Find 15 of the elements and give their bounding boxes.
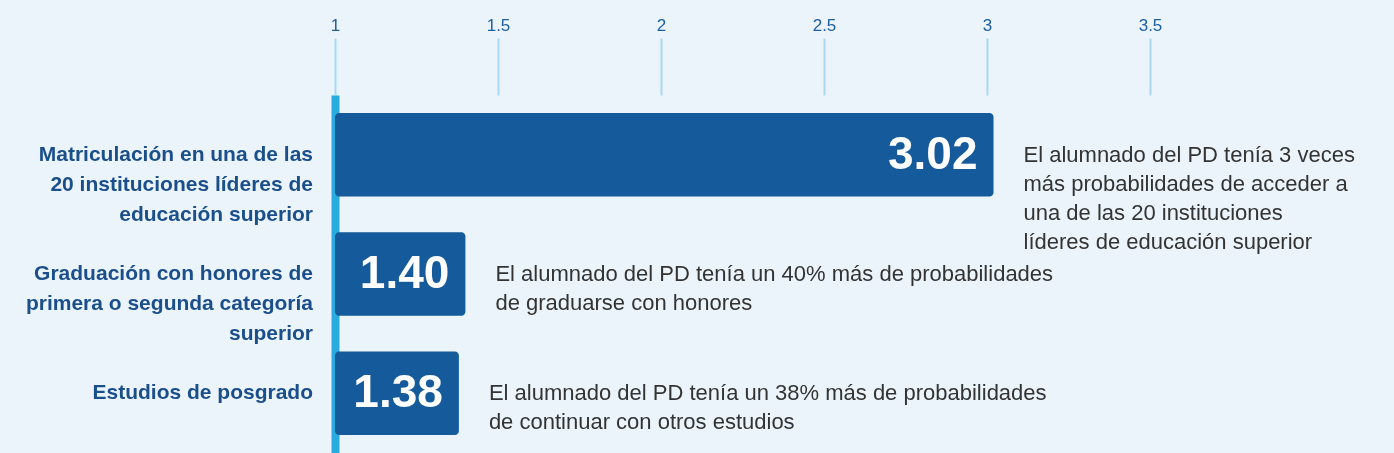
x-tick-label: 3.5 [1138,15,1163,35]
data-label: 1.40 [359,246,450,298]
annotation: El alumnado del PD tenía 3 veces más probabilidades de acceder a una de las 20 instituciones líderes de educación superior [1023,141,1355,254]
x-tick-label: 1 [330,15,341,35]
data-label: 3.02 [887,126,978,179]
x-tick-label: 3 [982,15,993,35]
annotation: El alumnado del PD tenía un 38% más de probabilidades de continuar con otros estudios [488,380,1047,435]
x-tick-label: 2 [656,15,667,35]
y-tick-label: Matriculación en una de las 20 instituciones líderes de educación superior [38,141,313,225]
x-tick-label: 2.5 [812,15,837,35]
y-tick-label: Graduación con honores de primera o segunda categoría superior [25,261,314,344]
x-tick-label: 1.5 [486,15,511,35]
y-tick-label: Estudios de posgrado [92,380,313,404]
annotation: El alumnado del PD tenía un 40% más de probabilidades de graduarse con honores [495,261,1054,315]
data-label: 1.38 [353,365,443,418]
